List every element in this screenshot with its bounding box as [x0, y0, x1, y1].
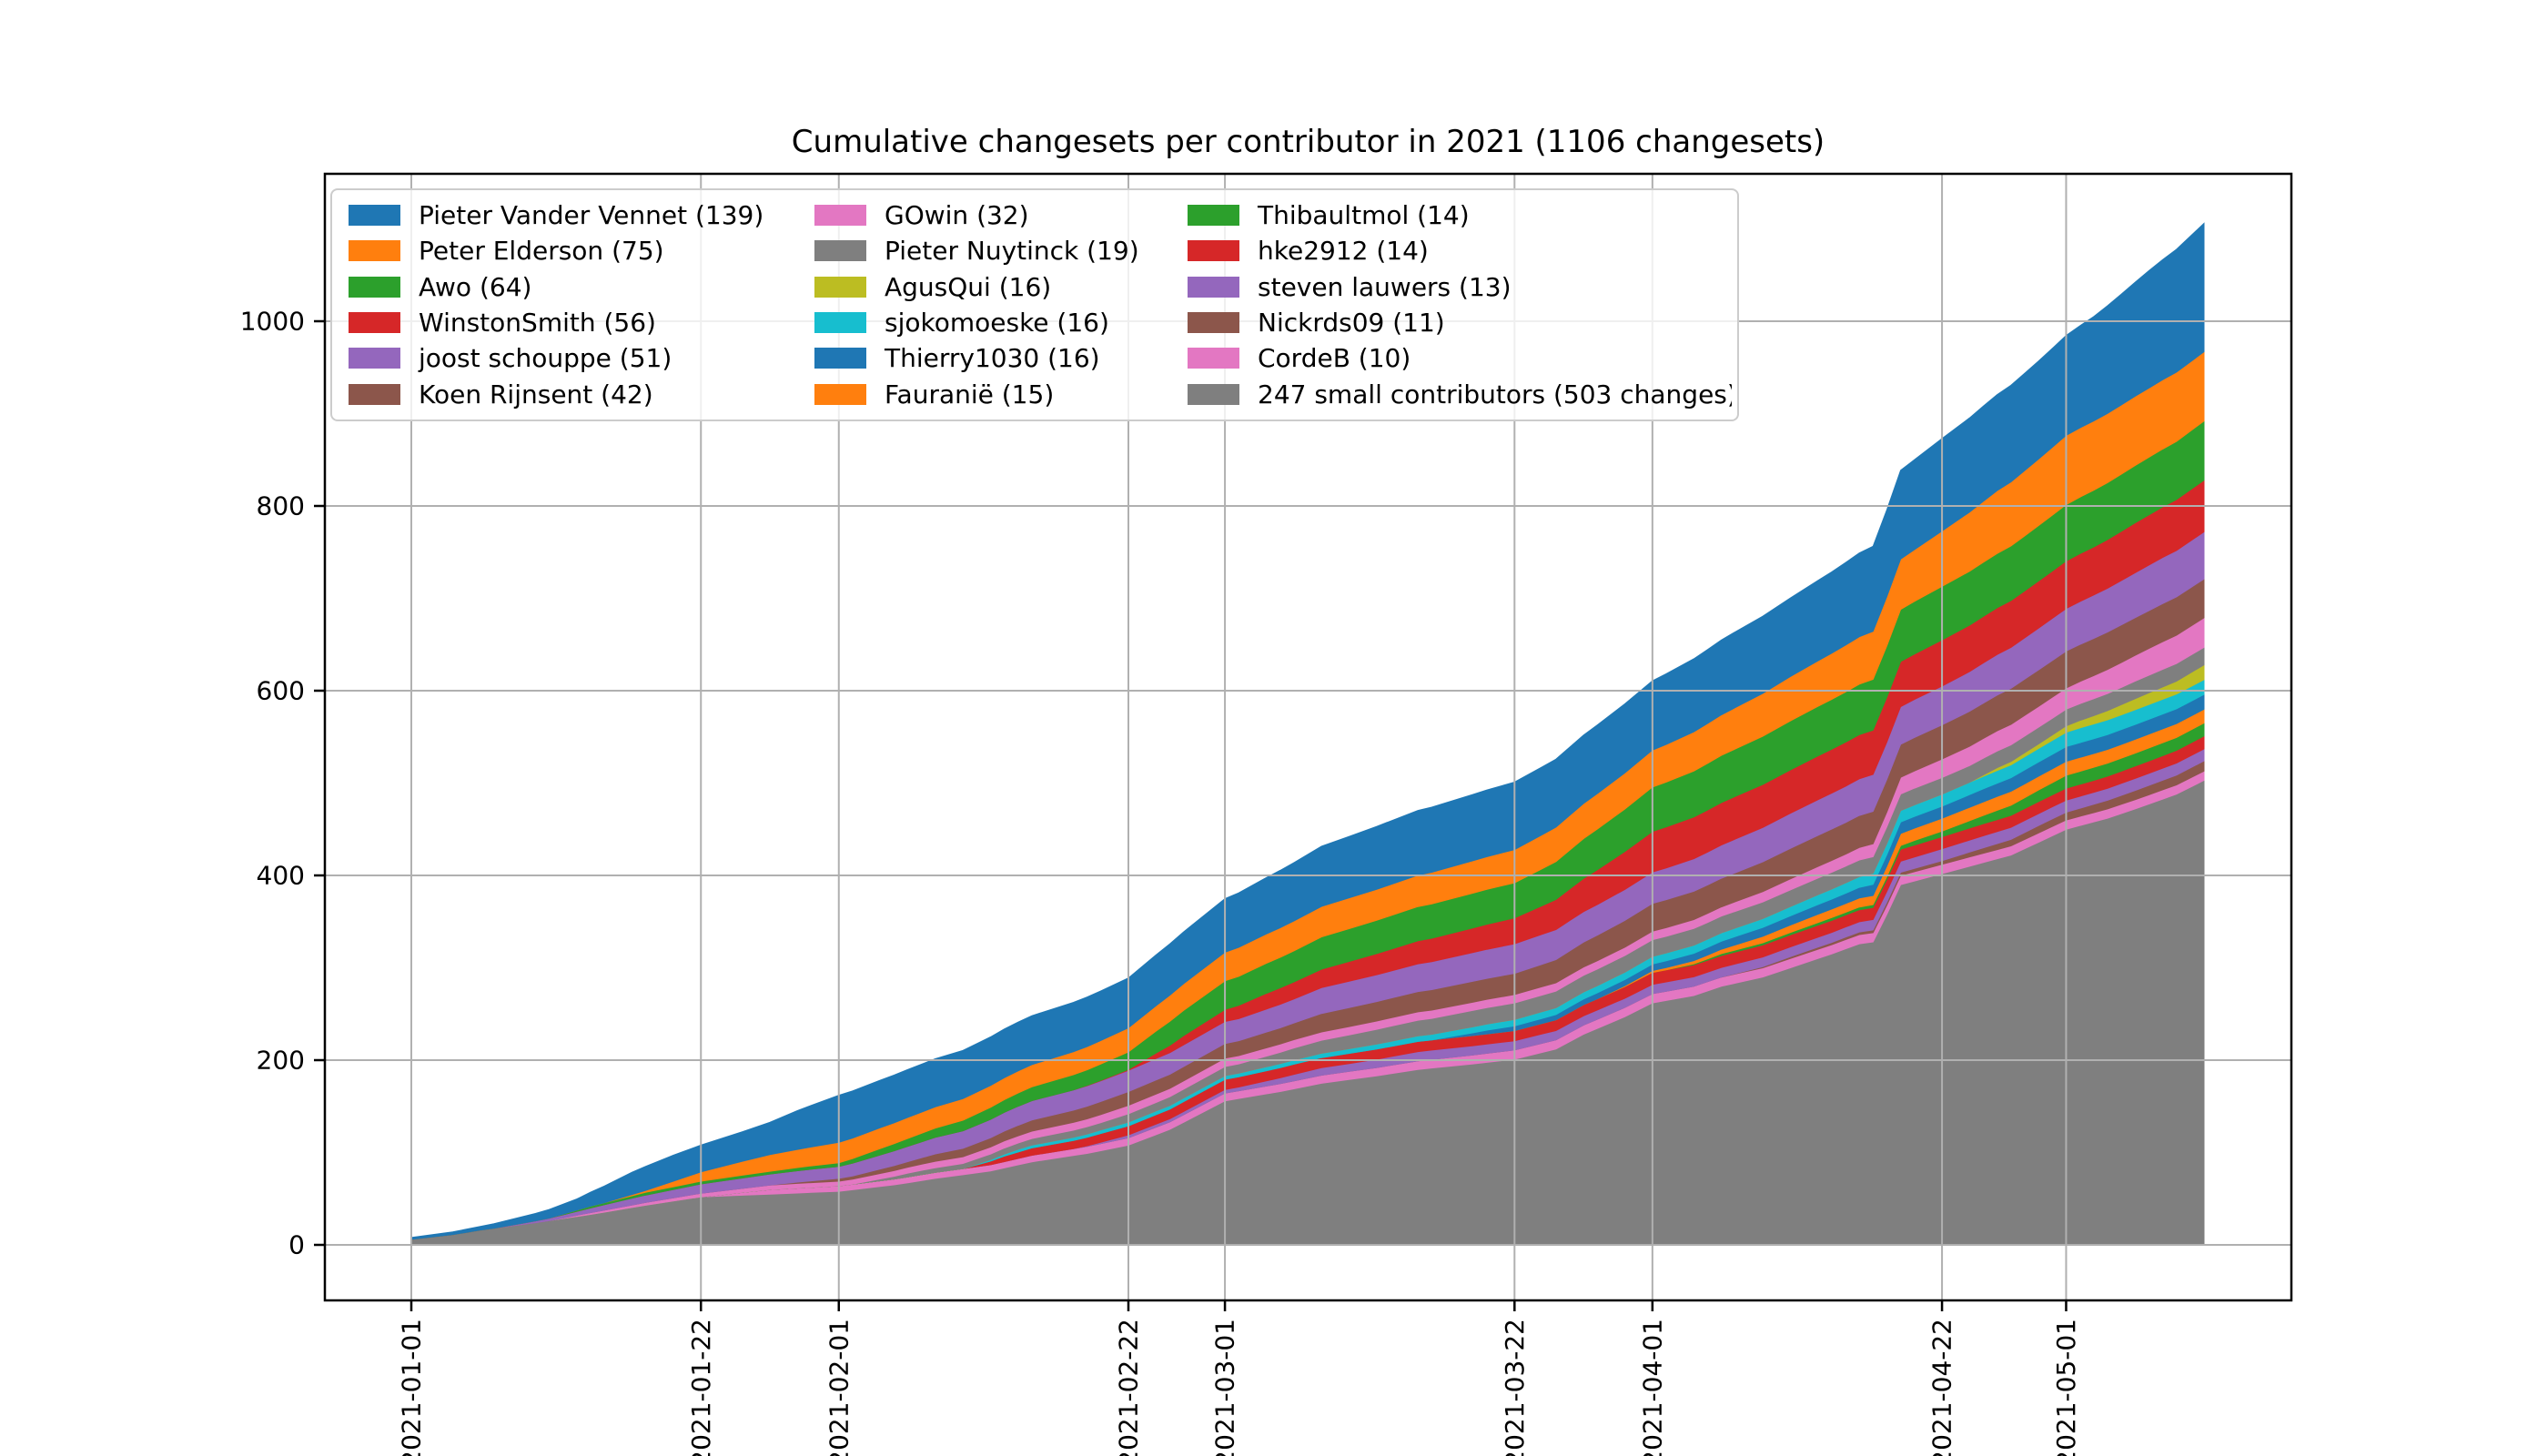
- legend-item: joost schouppe (51): [338, 340, 804, 376]
- x-tick-label: 2021-05-01: [2051, 1319, 2081, 1456]
- legend-item: Peter Elderson (75): [338, 233, 804, 268]
- legend-swatch: [349, 383, 400, 405]
- legend-item: Awo (64): [338, 269, 804, 305]
- x-tick-label: 2021-03-22: [1500, 1319, 1530, 1456]
- y-tick-label: 200: [257, 1046, 305, 1076]
- legend-swatch: [814, 240, 866, 262]
- legend-swatch: [349, 205, 400, 227]
- legend-label: Peter Elderson (75): [419, 236, 664, 267]
- y-tick-label: 600: [257, 676, 305, 706]
- legend-label: AgusQui (16): [885, 271, 1052, 302]
- legend-swatch: [1188, 240, 1239, 262]
- legend-swatch: [814, 276, 866, 298]
- legend-swatch: [349, 312, 400, 334]
- x-tick-label: 2021-01-01: [397, 1319, 427, 1456]
- area-pieter-vander-vennet-139: [410, 222, 2205, 1240]
- chart-title: Cumulative changesets per contributor in…: [791, 124, 1825, 160]
- legend-label: CordeB (10): [1258, 343, 1411, 374]
- legend-item: AgusQui (16): [804, 269, 1177, 305]
- legend-label: Fauranië (15): [885, 379, 1055, 410]
- y-tick-label: 400: [257, 861, 305, 891]
- y-tick-label: 0: [288, 1230, 305, 1260]
- legend-label: WinstonSmith (56): [419, 308, 656, 339]
- legend-item: steven lauwers (13): [1177, 269, 1732, 305]
- legend-label: sjokomoeske (16): [885, 308, 1109, 339]
- legend-label: Awo (64): [419, 271, 532, 302]
- legend-item: Pieter Vander Vennet (139): [338, 197, 804, 233]
- legend-label: Thibaultmol (14): [1258, 200, 1470, 231]
- legend-swatch: [814, 205, 866, 227]
- legend-item: Nickrds09 (11): [1177, 305, 1732, 340]
- legend-item: Fauranië (15): [804, 377, 1177, 412]
- legend-swatch: [814, 348, 866, 369]
- x-tick-label: 2021-02-01: [824, 1319, 854, 1456]
- legend-label: 247 small contributors (503 changes): [1258, 379, 1732, 410]
- legend-label: steven lauwers (13): [1258, 271, 1512, 302]
- legend-item: sjokomoeske (16): [804, 305, 1177, 340]
- legend-swatch: [1188, 348, 1239, 369]
- legend-swatch: [349, 276, 400, 298]
- legend-swatch: [349, 348, 400, 369]
- legend-label: Thierry1030 (16): [885, 343, 1100, 374]
- x-tick-label: 2021-04-01: [1637, 1319, 1667, 1456]
- legend-label: joost schouppe (51): [419, 343, 672, 374]
- legend-item: CordeB (10): [1177, 340, 1732, 376]
- legend-swatch: [349, 240, 400, 262]
- x-tick-label: 2021-02-22: [1114, 1319, 1144, 1456]
- x-tick-label: 2021-04-22: [1927, 1319, 1957, 1456]
- y-tick-label: 800: [257, 491, 305, 521]
- legend-item: Koen Rijnsent (42): [338, 377, 804, 412]
- plot-border: [323, 172, 2293, 1302]
- legend-label: Koen Rijnsent (42): [419, 379, 653, 410]
- legend-label: Pieter Vander Vennet (139): [419, 200, 764, 231]
- legend-label: Nickrds09 (11): [1258, 308, 1445, 339]
- legend-item: Thierry1030 (16): [804, 340, 1177, 376]
- legend: Pieter Vander Vennet (139) Peter Elderson…: [330, 188, 1739, 421]
- x-tick-label: 2021-03-01: [1210, 1319, 1240, 1456]
- y-tick-label: 1000: [240, 307, 305, 337]
- x-tick-label: 2021-01-22: [686, 1319, 716, 1456]
- legend-item: Thibaultmol (14): [1177, 197, 1732, 233]
- legend-item: GOwin (32): [804, 197, 1177, 233]
- legend-item: Pieter Nuytinck (19): [804, 233, 1177, 268]
- legend-label: GOwin (32): [885, 200, 1029, 231]
- legend-label: hke2912 (14): [1258, 236, 1429, 267]
- legend-item: hke2912 (14): [1177, 233, 1732, 268]
- legend-swatch: [1188, 205, 1239, 227]
- legend-swatch: [814, 312, 866, 334]
- legend-item: WinstonSmith (56): [338, 305, 804, 340]
- legend-label: Pieter Nuytinck (19): [885, 236, 1139, 267]
- legend-swatch: [1188, 312, 1239, 334]
- legend-swatch: [1188, 276, 1239, 298]
- legend-swatch: [1188, 383, 1239, 405]
- legend-swatch: [814, 383, 866, 405]
- legend-item: 247 small contributors (503 changes): [1177, 377, 1732, 412]
